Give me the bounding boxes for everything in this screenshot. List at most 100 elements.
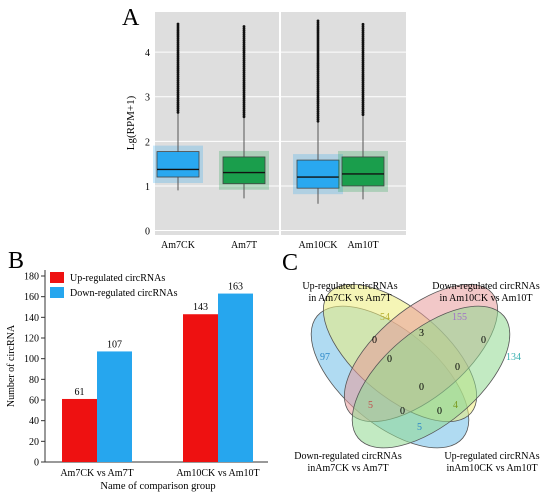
box-Am7CK-outlier — [176, 30, 180, 34]
box-Am10T-outlier — [361, 56, 365, 60]
y-tick-label: 40 — [29, 416, 39, 427]
box-Am7T-outlier — [242, 67, 246, 71]
box-Am7CK-outlier — [176, 64, 180, 68]
bar-0-1 — [183, 314, 218, 462]
box-Am7CK-outlier — [176, 92, 180, 96]
box-Am7T-outlier — [242, 61, 246, 65]
box-Am7T-outlier — [242, 33, 246, 36]
box-Am7T-outlier — [242, 69, 246, 73]
legend-label-1: Down-regulated circRNAs — [70, 288, 178, 299]
box-Am10T-outlier — [361, 63, 365, 66]
box-Am7T-outlier — [242, 41, 246, 44]
x-label-category: Am7CK vs Am7T — [60, 468, 133, 479]
bar-1-0 — [97, 351, 132, 462]
box-Am10CK-outlier — [316, 43, 320, 47]
box-Am10CK-outlier — [316, 45, 320, 49]
box-Am7T-outlier — [242, 107, 246, 111]
box-Am10CK-outlier — [316, 111, 320, 115]
box-Am7CK-outlier — [176, 62, 180, 66]
box-Am10CK-outlier — [316, 39, 320, 43]
box-Am10CK-outlier — [316, 75, 320, 79]
box-Am10CK-outlier — [316, 83, 320, 87]
box-Am10CK-outlier — [316, 85, 320, 89]
venn-count-up10-right: 4 — [453, 400, 458, 411]
panel-b-legend: Up-regulated circRNAs Down-regulated circ… — [50, 272, 178, 299]
box-Am7CK-outlier — [176, 24, 180, 28]
box-Am10CK-outlier — [316, 115, 320, 119]
venn-label-down10-line2: in Am10CK vs Am10T — [439, 293, 532, 304]
venn-count-down10-up10: 0 — [481, 335, 486, 346]
y-tick-label: 180 — [24, 272, 39, 283]
venn-label-up7-line2: in Am7CK vs Am7T — [308, 293, 391, 304]
box-Am7T-outlier — [242, 111, 246, 115]
box-Am10T-outlier — [361, 24, 365, 28]
box-Am10CK-outlier — [316, 21, 320, 25]
box-Am10T-outlier — [361, 22, 365, 26]
box-Am7T-outlier — [242, 113, 246, 117]
venn-count-up7-up10: 0 — [455, 362, 460, 373]
box-Am10T-outlier — [361, 71, 365, 74]
y-tick-label: 1 — [145, 182, 150, 193]
box-Am7T-outlier — [242, 81, 246, 85]
bar-value-label: 163 — [228, 282, 243, 293]
box-Am10T-outlier — [361, 32, 365, 36]
box-Am7CK-outlier — [176, 98, 180, 102]
box-Am10CK-outlier — [316, 71, 320, 75]
y-tick-label: 0 — [34, 458, 39, 469]
box-Am7CK-outlier — [176, 68, 180, 72]
box-Am7T-outlier — [242, 95, 246, 99]
box-Am10CK-outlier — [316, 113, 320, 117]
venn-count-down7-down10: 0 — [387, 354, 392, 365]
box-Am7T-outlier — [242, 79, 246, 83]
box-Am10T-outlier — [361, 67, 365, 70]
box-Am10CK-outlier — [316, 109, 320, 113]
panel-c-venn: Up-regulated circRNAs in Am7CK vs Am7T D… — [294, 281, 540, 474]
venn-set-up-10 — [351, 305, 511, 449]
panel-a-boxes — [153, 19, 388, 204]
box-Am7CK-body — [156, 151, 200, 178]
box-Am7CK-outlier — [176, 106, 180, 110]
box-Am10T-outlier — [361, 99, 365, 102]
box-Am7CK-outlier — [176, 78, 180, 82]
facet-left-bg — [155, 12, 279, 235]
box-Am7CK-outlier — [176, 22, 180, 26]
panel-c-letter: C — [282, 250, 298, 276]
box-Am7CK-outlier — [176, 70, 180, 74]
box-Am7CK-outlier — [176, 52, 180, 56]
box-Am7T-outlier — [242, 35, 246, 38]
panel-a-letter: A — [122, 5, 140, 31]
box-Am7CK-outlier — [176, 74, 180, 78]
box-Am7T-outlier — [242, 73, 246, 77]
box-Am10CK-outlier — [316, 77, 320, 81]
box-Am10T-outlier — [361, 38, 365, 42]
box-Am10CK-outlier — [316, 103, 320, 107]
box-Am10CK-outlier — [316, 69, 320, 73]
box-Am7T-outlier — [242, 99, 246, 103]
box-Am10CK-outlier — [316, 79, 320, 83]
box-Am7T-outlier — [242, 43, 246, 46]
venn-count-center: 0 — [419, 382, 424, 393]
box-Am10CK-outlier — [316, 47, 320, 51]
box-Am7CK-outlier — [176, 94, 180, 98]
box-Am7T-outlier — [242, 31, 246, 34]
box-Am10CK-outlier — [316, 67, 320, 71]
box-Am7T-outlier — [242, 91, 246, 95]
box-Am10T-outlier — [361, 111, 365, 114]
box-Am10CK-outlier — [316, 95, 320, 99]
box-Am10CK-outlier — [316, 87, 320, 91]
box-Am7CK-outlier — [176, 104, 180, 108]
box-Am7T-body — [222, 156, 266, 185]
box-Am7CK-outlier — [176, 100, 180, 104]
box-Am7CK-outlier — [176, 40, 180, 44]
box-Am10T-outlier — [361, 30, 365, 34]
box-Am7T-outlier — [242, 77, 246, 81]
box-Am7CK-outlier — [176, 32, 180, 36]
box-Am10CK-outlier — [316, 19, 320, 23]
box-Am7T-outlier — [242, 51, 246, 54]
box-Am7T-outlier — [242, 109, 246, 113]
box-Am7CK-outlier — [176, 72, 180, 76]
box-Am7T-outlier — [242, 75, 246, 79]
box-Am7CK-outlier — [176, 36, 180, 40]
box-Am10T-outlier — [361, 36, 365, 40]
